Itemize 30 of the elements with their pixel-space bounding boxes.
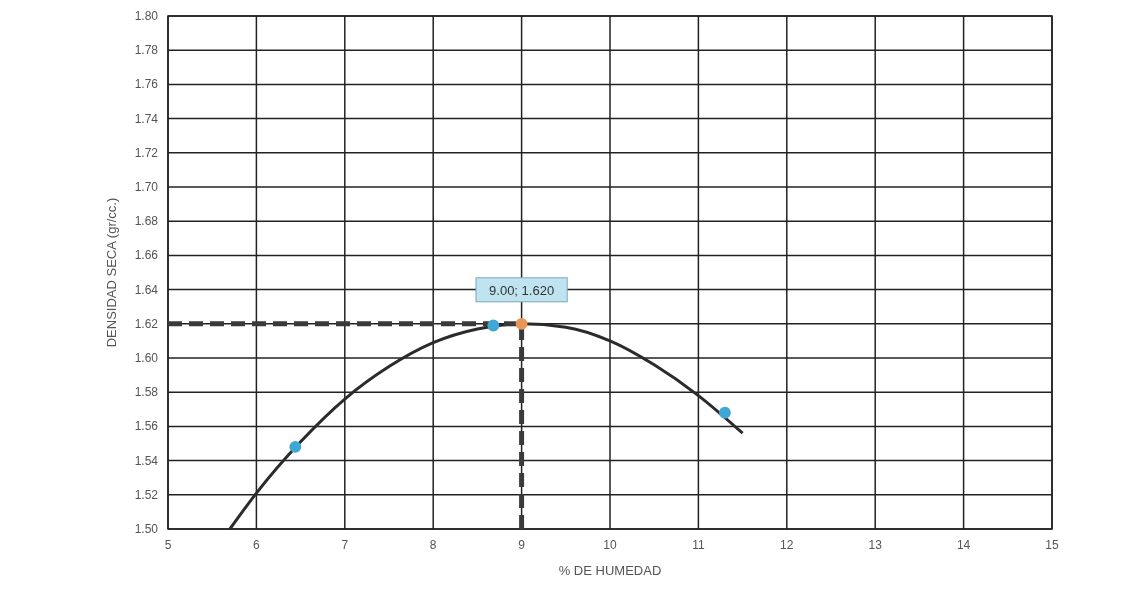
x-tick-label: 8: [429, 538, 437, 552]
y-tick-label: 1.70: [134, 180, 159, 194]
y-tick-label: 1.68: [134, 214, 159, 229]
y-tick-label: 1.64: [134, 282, 159, 297]
y-tick-label: 1.76: [134, 77, 159, 92]
y-tick-label: 1.58: [134, 385, 159, 400]
y-tick-label: 1.72: [134, 145, 159, 160]
x-tick-label: 10: [603, 538, 617, 552]
x-tick-label: 6: [253, 538, 261, 552]
x-axis-title: % DE HUMEDAD: [558, 563, 662, 578]
x-tick-label: 9: [518, 538, 526, 552]
x-tick-label: 5: [164, 538, 172, 552]
annotation: 9.00; 1.620: [489, 282, 555, 298]
y-tick-label: 1.54: [134, 453, 159, 468]
y-tick-label: 1.78: [134, 43, 159, 58]
y-tick-label: 1.50: [134, 522, 159, 536]
x-tick-label: 14: [956, 538, 971, 552]
y-tick-label: 1.66: [134, 248, 159, 263]
y-tick-label: 1.62: [134, 316, 159, 331]
x-tick-label: 15: [1045, 538, 1059, 552]
x-tick-label: 13: [868, 538, 883, 552]
y-tick-label: 1.52: [134, 487, 159, 502]
x-tick-label: 12: [780, 538, 794, 552]
y-tick-label: 1.60: [134, 351, 159, 365]
x-tick-label: 11: [692, 538, 705, 552]
y-tick-label: 1.80: [134, 9, 159, 23]
y-tick-label: 1.56: [134, 419, 159, 434]
y-axis-title: DENSIDAD SECA (gr/cc.): [104, 197, 119, 348]
y-tick-label: 1.74: [134, 111, 159, 126]
x-tick-label: 7: [341, 538, 349, 552]
